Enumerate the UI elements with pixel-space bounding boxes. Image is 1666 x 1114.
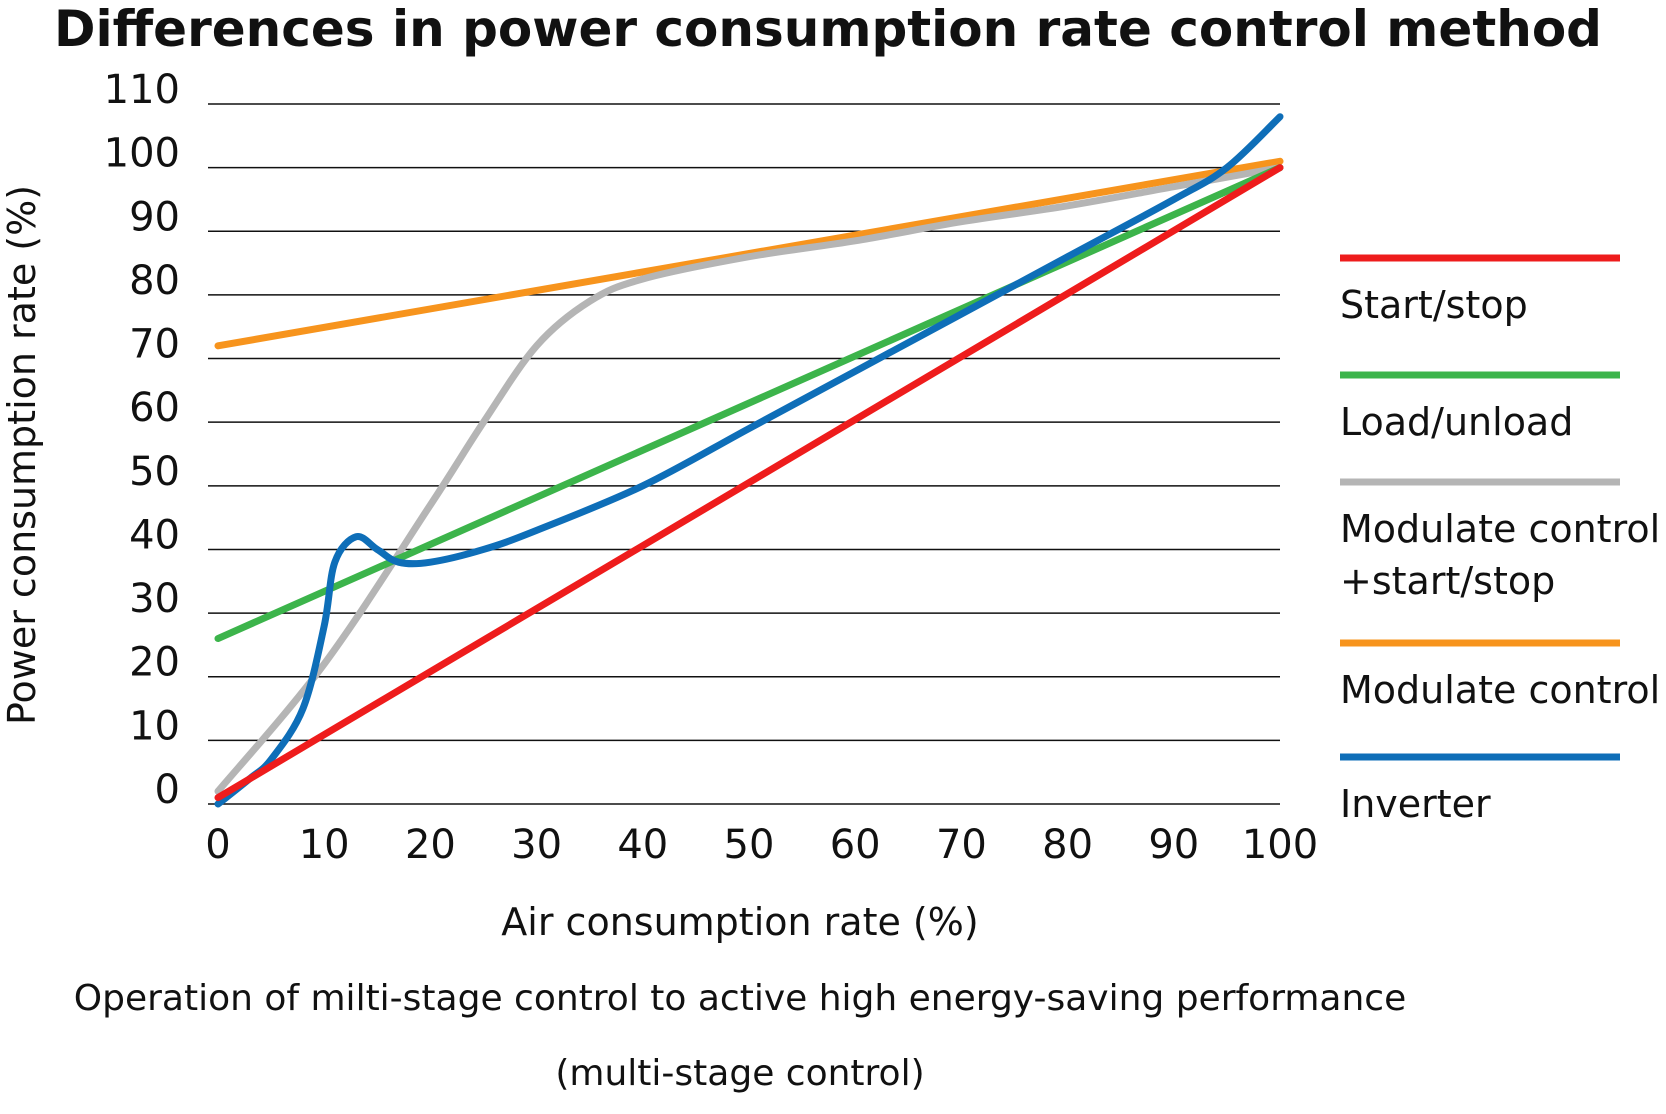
x-tick-label: 10 xyxy=(299,822,350,868)
x-tick-label: 60 xyxy=(830,822,881,868)
y-tick-label: 40 xyxy=(129,512,180,558)
series-line-inverter xyxy=(214,113,1284,808)
caption-line-2: (multi-stage control) xyxy=(555,1053,924,1094)
chart-title: Differences in power consumption rate co… xyxy=(54,0,1602,58)
x-axis-label: Air consumption rate (%) xyxy=(501,900,978,944)
x-tick-label: 80 xyxy=(1042,822,1093,868)
y-axis-label: Power consumption rate (%) xyxy=(0,185,44,725)
legend: Start/stop Load/unload Modulate control +st… xyxy=(1340,254,1660,826)
series-line-modulate-control-start-stop xyxy=(214,164,1284,795)
legend-label-modulate-control: Modulate control xyxy=(1340,668,1660,712)
series-line-start-stop xyxy=(214,164,1284,802)
x-axis-ticks: 0 10 20 30 40 50 60 70 80 90 100 xyxy=(205,822,1318,868)
x-tick-label: 0 xyxy=(205,822,230,868)
x-tick-label: 100 xyxy=(1242,822,1318,868)
y-tick-label: 100 xyxy=(104,131,180,177)
y-tick-label: 60 xyxy=(129,385,180,431)
y-axis-ticks: 0 10 20 30 40 50 60 70 80 90 100 110 xyxy=(104,67,180,813)
series-line-load-unload xyxy=(214,164,1284,643)
y-tick-label: 10 xyxy=(129,703,180,749)
y-tick-label: 0 xyxy=(155,767,180,813)
legend-label-modulate-control-start-stop: Modulate control +start/stop xyxy=(1340,507,1660,603)
x-tick-label: 90 xyxy=(1148,822,1199,868)
y-tick-label: 50 xyxy=(129,449,180,495)
x-tick-label: 50 xyxy=(724,822,775,868)
y-tick-label: 20 xyxy=(129,640,180,686)
y-tick-label: 30 xyxy=(129,576,180,622)
series-lines xyxy=(214,113,1284,808)
y-tick-label: 90 xyxy=(129,194,180,240)
legend-label-inverter: Inverter xyxy=(1340,782,1491,826)
x-tick-label: 40 xyxy=(617,822,668,868)
gridlines xyxy=(208,103,1280,805)
x-tick-label: 20 xyxy=(405,822,456,868)
x-tick-label: 70 xyxy=(936,822,987,868)
y-tick-label: 80 xyxy=(129,258,180,304)
x-tick-label: 30 xyxy=(511,822,562,868)
legend-label-start-stop: Start/stop xyxy=(1340,283,1528,327)
y-tick-label: 70 xyxy=(129,322,180,368)
caption-line-1: Operation of milti-stage control to acti… xyxy=(74,978,1407,1019)
y-tick-label: 110 xyxy=(104,67,180,113)
legend-label-load-unload: Load/unload xyxy=(1340,400,1573,444)
